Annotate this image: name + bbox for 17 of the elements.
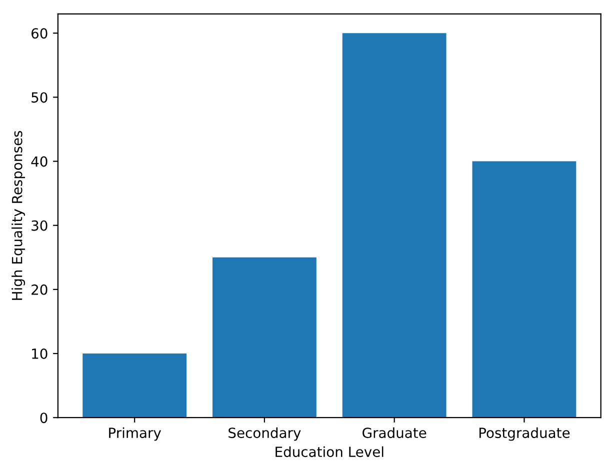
y-tick-label: 30 [32,220,48,231]
y-tick-label: 0 [40,412,48,424]
x-tick-label: Secondary [228,427,301,441]
bar [342,33,446,418]
y-tick-label: 40 [31,156,48,167]
x-axis-title: Education Level [276,446,384,458]
bar [82,354,187,418]
y-tick-label: 60 [32,28,48,39]
bar [472,161,576,418]
y-tick-label: 10 [32,348,48,359]
y-tick-label: 50 [32,92,48,103]
x-tick-label: Postgraduate [479,427,570,441]
y-axis-title: High Equality Responses [12,130,25,300]
bar [212,257,316,418]
y-tick-label: 20 [32,284,48,295]
x-tick-label: Primary [109,427,161,441]
x-tick-label: Graduate [362,427,426,438]
